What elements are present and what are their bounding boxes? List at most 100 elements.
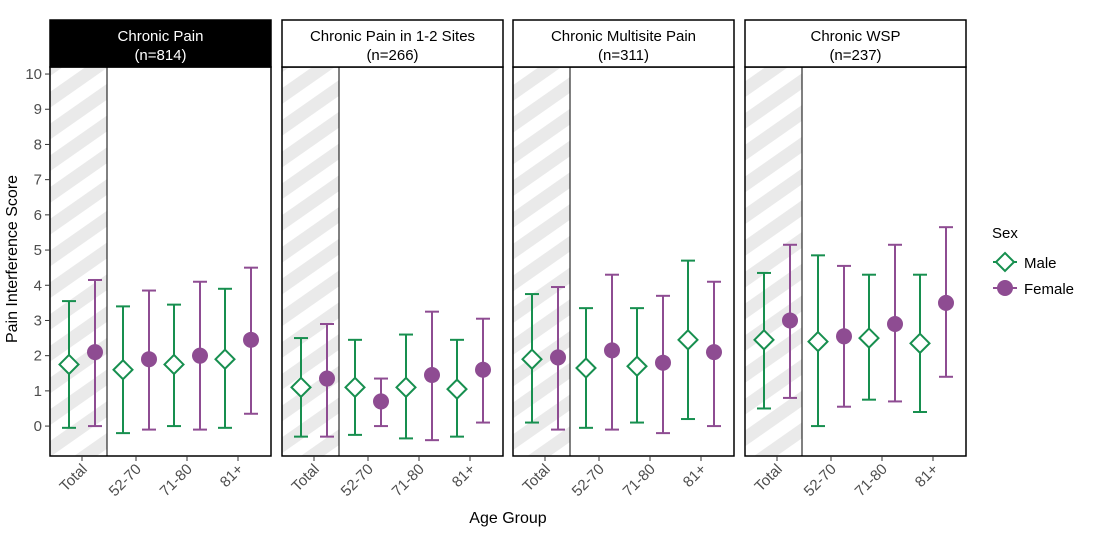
x-tick-label: 81+ (912, 461, 942, 491)
point-female-circle (938, 294, 954, 311)
y-tick-label: 6 (34, 207, 42, 224)
panel-strip-title: Chronic Pain (118, 28, 204, 45)
panel-strip-n: (n=266) (366, 47, 418, 64)
point-male-diamond (446, 378, 468, 401)
point-female-circle (604, 342, 620, 359)
legend: Sex Male Female (992, 225, 1074, 298)
point-range-female (192, 280, 208, 431)
panel-strip-n: (n=311) (598, 47, 649, 64)
point-female-circle (887, 315, 903, 332)
point-female-circle (475, 361, 491, 378)
x-tick-label: 52-70 (801, 461, 840, 500)
y-tick-label: 8 (34, 136, 42, 153)
point-range-male (290, 337, 312, 438)
point-female-circle (655, 354, 671, 371)
point-female-circle (319, 370, 335, 387)
point-range-female (938, 226, 954, 378)
point-male-diamond (58, 353, 80, 376)
point-male-diamond (677, 328, 699, 351)
point-range-female (604, 273, 620, 431)
point-male-diamond (521, 348, 543, 371)
point-range-female (373, 377, 389, 428)
point-range-female (887, 243, 903, 403)
legend-male-label: Male (1024, 255, 1057, 272)
point-range-male (858, 273, 880, 401)
panel-strip (744, 19, 967, 68)
panel-strip-n: (n=237) (829, 47, 881, 64)
legend-title: Sex (992, 225, 1018, 242)
point-male-diamond (344, 376, 366, 399)
point-female-circle (550, 349, 566, 366)
point-female-circle (243, 331, 259, 348)
legend-male-diamond-icon (994, 251, 1016, 273)
panels-layer: Chronic Pain(n=814)Total 52-70 71-80 81+Chr… (49, 19, 967, 500)
point-range-female (782, 243, 798, 399)
point-female-circle (836, 328, 852, 345)
x-tick-label: 52-70 (569, 461, 608, 500)
panel-2: Chronic Pain in 1-2 Sites (n=266) Total 52-… (281, 19, 504, 500)
panel-strip (512, 19, 735, 68)
x-tick-label: Total (288, 461, 322, 495)
point-female-circle (373, 393, 389, 410)
point-range-female (243, 266, 259, 415)
point-range-female (706, 280, 722, 428)
point-male-diamond (909, 332, 931, 355)
point-range-male (446, 338, 468, 438)
point-male-diamond (290, 376, 312, 399)
y-tick-label: 4 (34, 277, 42, 294)
x-tick-label: 81+ (217, 461, 247, 491)
total-hatched-band (745, 67, 802, 456)
point-range-female (836, 264, 852, 408)
point-range-female (424, 310, 440, 442)
x-tick-label: 52-70 (106, 461, 145, 500)
point-range-female (475, 317, 491, 424)
x-tick-label: Total (56, 461, 90, 495)
point-female-circle (782, 312, 798, 329)
point-range-male (112, 305, 134, 435)
point-range-male (214, 287, 236, 429)
point-range-female (550, 286, 566, 431)
total-hatched-band (282, 67, 339, 456)
panel-1: Chronic Pain (n=814) Total 52-70 71-80 81+ (49, 19, 272, 500)
y-tick-label: 5 (34, 242, 42, 259)
point-male-diamond (163, 353, 185, 376)
y-tick-label: 7 (34, 172, 42, 189)
point-range-female (87, 278, 103, 428)
point-male-diamond (626, 355, 648, 378)
point-range-male (626, 307, 648, 424)
y-tick-label: 9 (34, 101, 42, 118)
panel-strip (281, 19, 504, 68)
panel-strip-title: Chronic Pain in 1-2 Sites (310, 28, 475, 45)
legend-female-circle-icon (997, 280, 1013, 296)
y-tick-label: 10 (25, 66, 42, 83)
x-tick-label: 81+ (449, 461, 479, 491)
y-axis-title: Pain Interference Score (4, 175, 21, 343)
panel-3: Chronic Multisite Pain (n=311) Total 52-70 7… (512, 19, 735, 500)
point-female-circle (706, 344, 722, 361)
panel-4: Chronic WSP (n=237) Total 52-70 71-80 81+ (744, 19, 967, 500)
point-range-male (58, 300, 80, 429)
point-male-diamond (214, 348, 236, 371)
x-tick-label: Total (751, 461, 785, 495)
point-range-female (319, 322, 335, 438)
point-range-male (677, 259, 699, 421)
point-female-circle (141, 351, 157, 368)
y-tick-label: 0 (34, 418, 42, 435)
point-range-male (753, 271, 775, 410)
x-tick-label: 52-70 (338, 461, 377, 500)
point-female-circle (192, 347, 208, 364)
y-tick-label: 1 (34, 383, 42, 400)
point-male-diamond (575, 357, 597, 379)
panel-strip-title: Chronic WSP (810, 28, 900, 45)
x-tick-label: 81+ (680, 461, 710, 491)
x-tick-label: 71-80 (389, 461, 428, 500)
x-tick-label: 71-80 (157, 461, 196, 500)
panel-strip (49, 19, 272, 68)
point-male-diamond (807, 330, 829, 353)
point-range-male (344, 338, 366, 436)
legend-item-female: Female (993, 280, 1074, 298)
point-range-male (395, 333, 417, 440)
y-tick-label: 2 (34, 348, 42, 365)
axes-layer: 0 1 2 3 4 5 6 7 8 9 10 (25, 66, 50, 435)
